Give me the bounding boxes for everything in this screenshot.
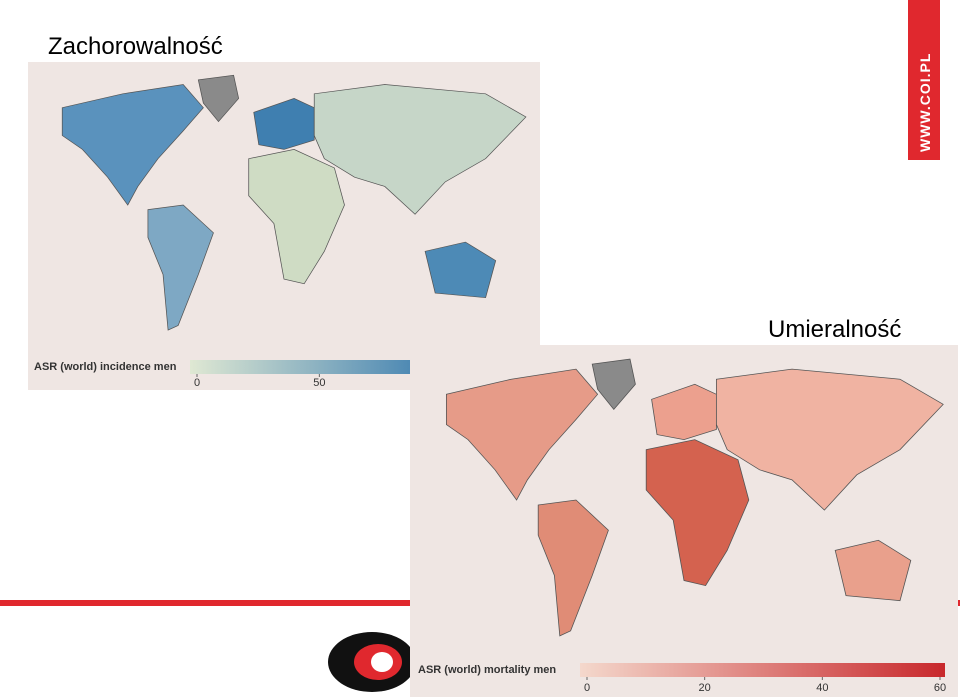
legend-tick-label: 40 <box>816 682 828 694</box>
greenland <box>197 74 240 123</box>
europe <box>253 98 315 150</box>
map-title: Zachorowalność <box>48 33 223 60</box>
color-bar <box>190 360 410 374</box>
world-map <box>61 74 527 331</box>
legend-tick-label: 0 <box>194 377 200 389</box>
legend-label: ASR (world) mortality men <box>418 664 556 676</box>
legend-tick-label: 60 <box>934 682 946 694</box>
south-america <box>147 204 214 331</box>
map-title: Umieralność <box>768 316 901 343</box>
africa <box>645 439 750 587</box>
australia <box>424 241 497 299</box>
logo <box>328 632 416 692</box>
legend-tick-label: 0 <box>584 682 590 694</box>
legend-label: ASR (world) incidence men <box>34 361 177 373</box>
north-america <box>61 84 204 206</box>
europe <box>651 383 717 440</box>
banner <box>908 0 940 160</box>
asia <box>715 368 944 511</box>
legend-tick-label: 20 <box>699 682 711 694</box>
color-bar <box>580 663 945 677</box>
north-america <box>445 368 599 501</box>
legend-tick-label: 50 <box>313 377 325 389</box>
banner-text: WWW.COI.PL <box>917 53 933 152</box>
world-map <box>445 358 944 637</box>
greenland <box>591 358 636 411</box>
africa <box>248 149 345 285</box>
australia <box>834 539 912 602</box>
asia <box>313 84 527 215</box>
south-america <box>537 499 609 637</box>
